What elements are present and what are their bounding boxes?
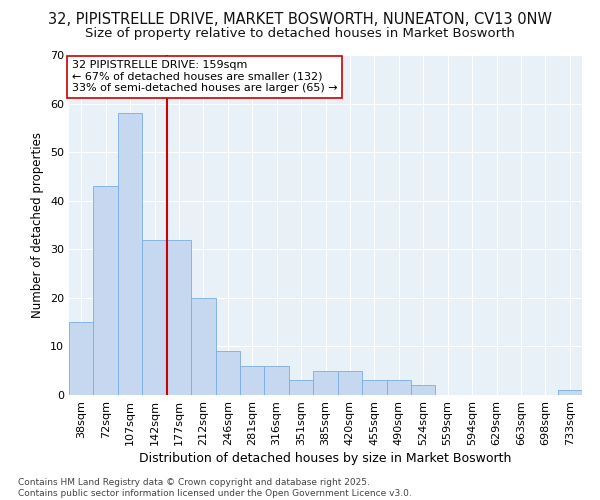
Text: 32 PIPISTRELLE DRIVE: 159sqm
← 67% of detached houses are smaller (132)
33% of s: 32 PIPISTRELLE DRIVE: 159sqm ← 67% of de…	[71, 60, 337, 94]
Bar	[265, 366, 289, 395]
Bar	[142, 240, 167, 395]
Bar	[215, 352, 240, 395]
Bar	[94, 186, 118, 395]
Bar	[118, 114, 142, 395]
Bar	[411, 386, 436, 395]
Bar	[362, 380, 386, 395]
Text: 32, PIPISTRELLE DRIVE, MARKET BOSWORTH, NUNEATON, CV13 0NW: 32, PIPISTRELLE DRIVE, MARKET BOSWORTH, …	[48, 12, 552, 28]
Bar	[191, 298, 215, 395]
Bar	[289, 380, 313, 395]
Text: Contains HM Land Registry data © Crown copyright and database right 2025.
Contai: Contains HM Land Registry data © Crown c…	[18, 478, 412, 498]
Bar	[313, 370, 338, 395]
X-axis label: Distribution of detached houses by size in Market Bosworth: Distribution of detached houses by size …	[139, 452, 512, 465]
Text: Size of property relative to detached houses in Market Bosworth: Size of property relative to detached ho…	[85, 28, 515, 40]
Bar	[386, 380, 411, 395]
Bar	[557, 390, 582, 395]
Bar	[69, 322, 94, 395]
Bar	[338, 370, 362, 395]
Y-axis label: Number of detached properties: Number of detached properties	[31, 132, 44, 318]
Bar	[167, 240, 191, 395]
Bar	[240, 366, 265, 395]
